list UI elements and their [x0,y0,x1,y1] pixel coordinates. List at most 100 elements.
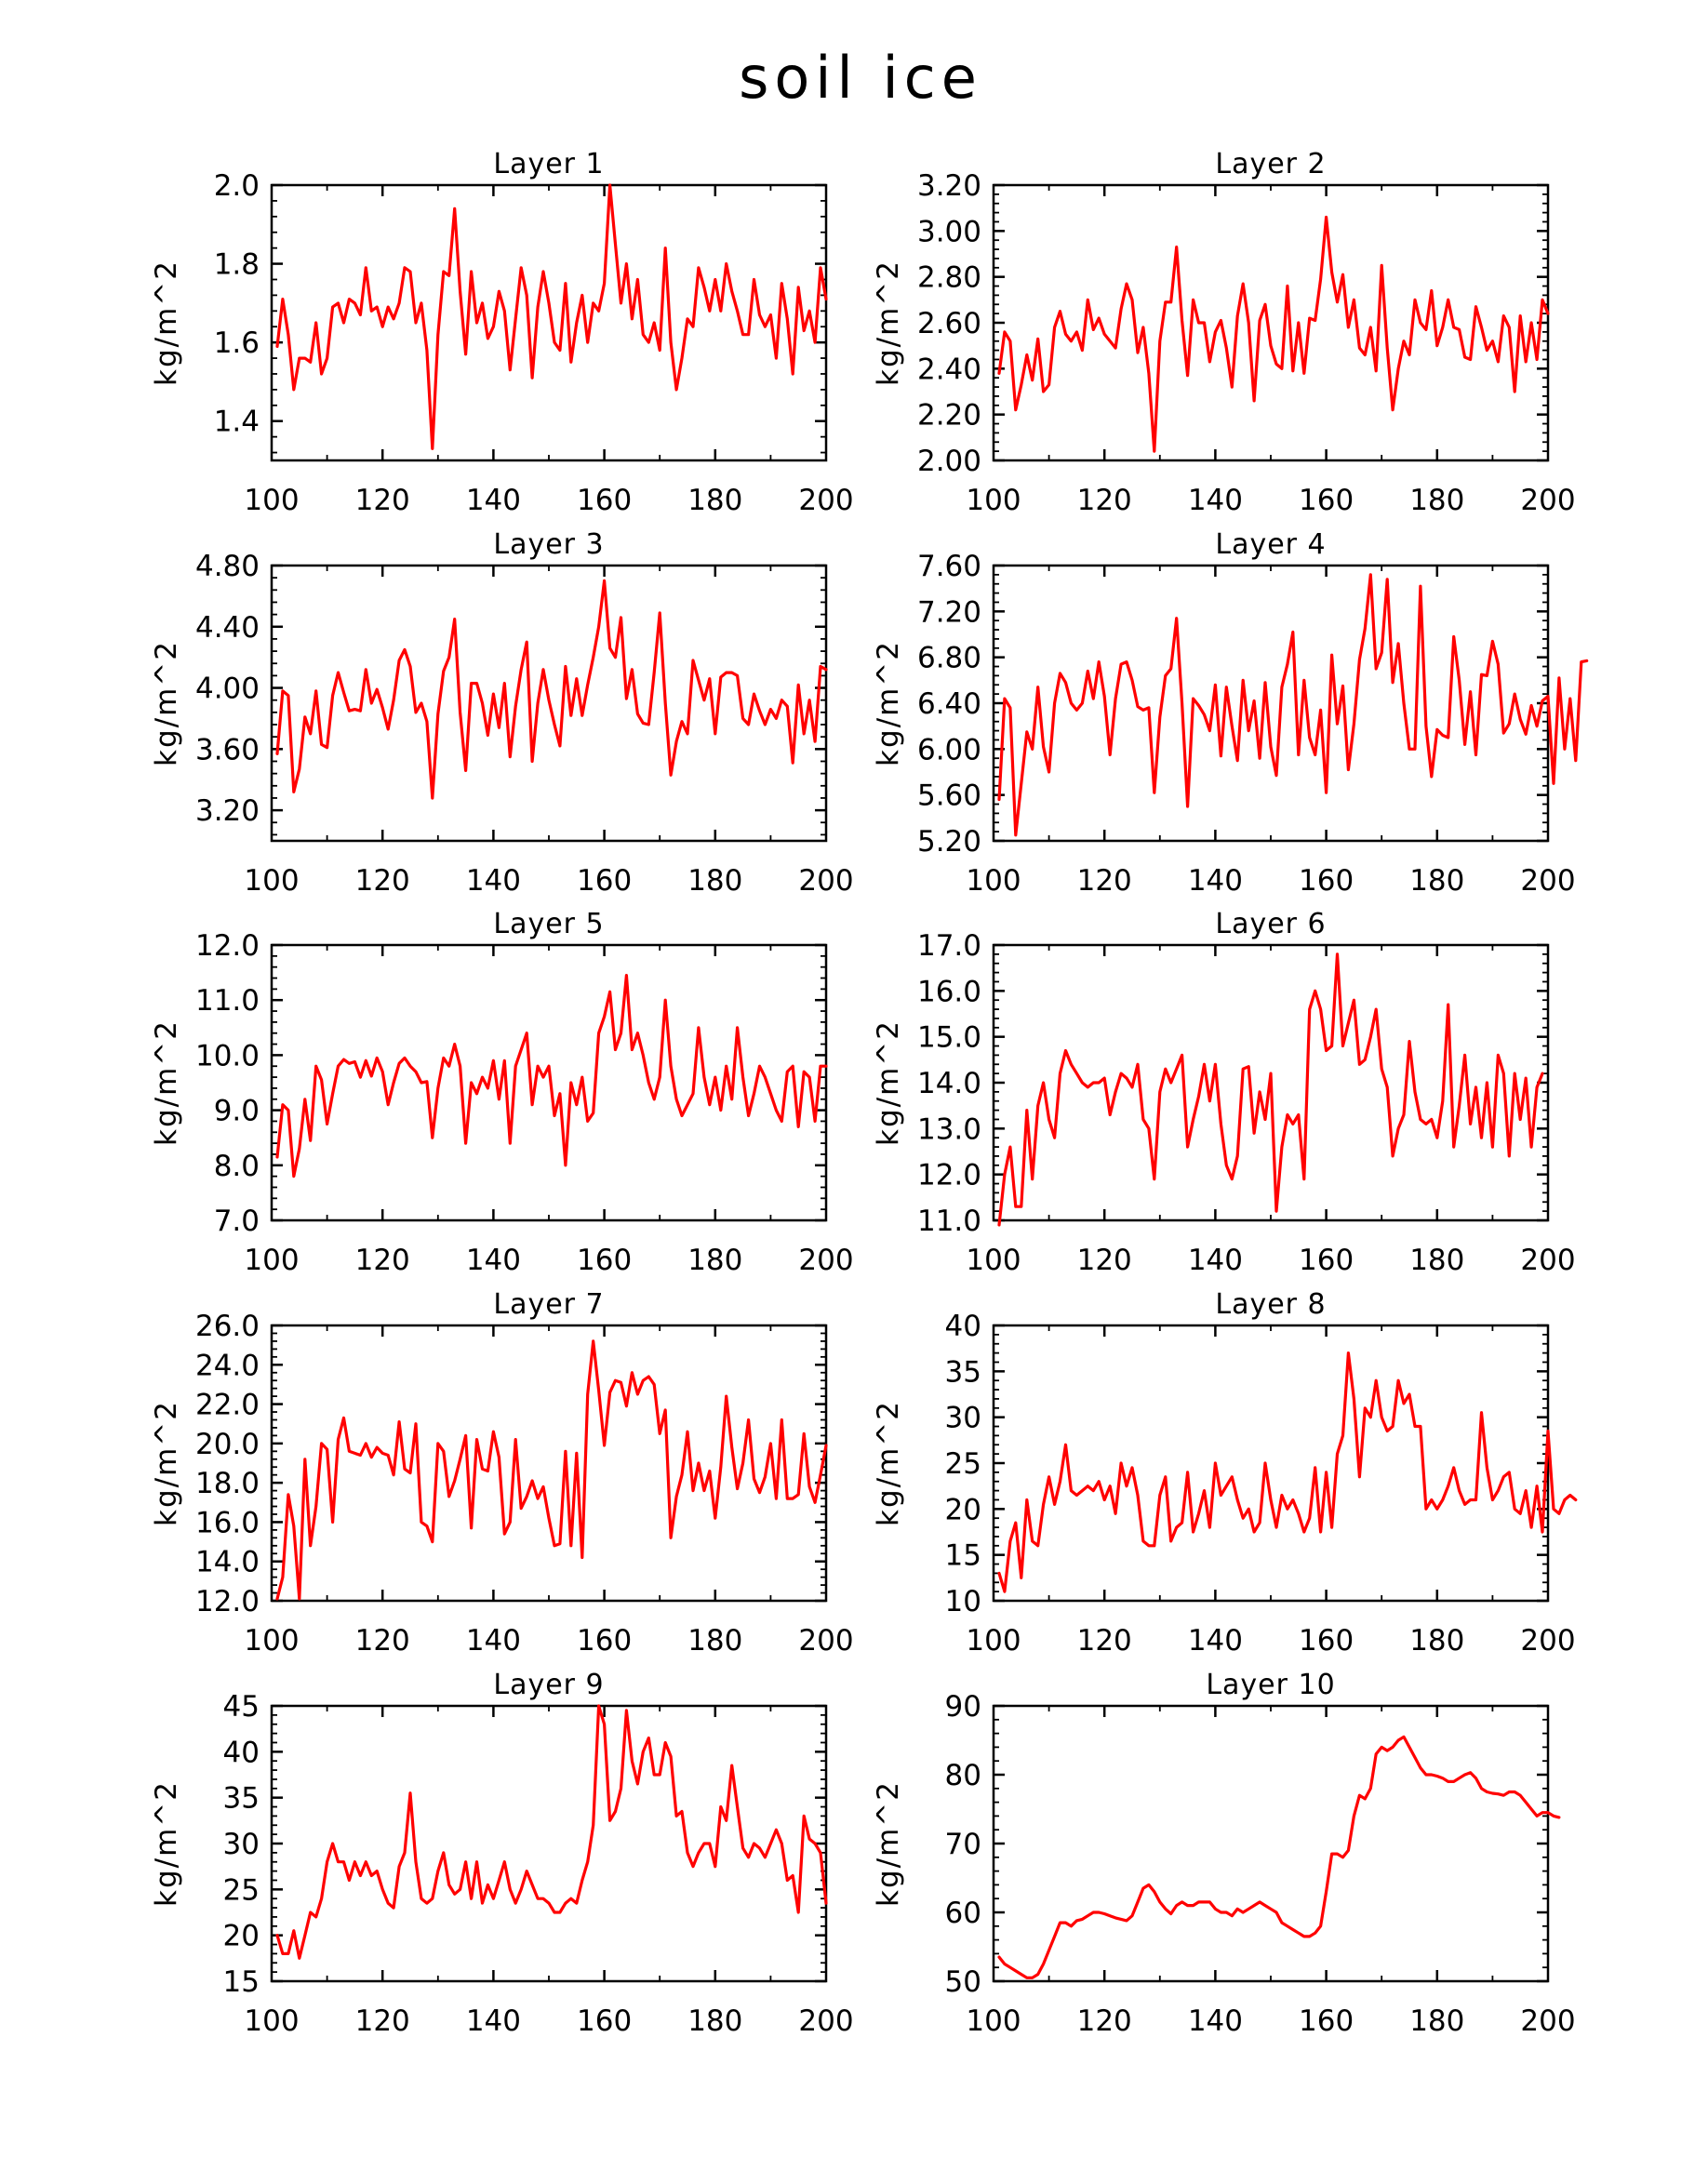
y-tick-label: 18.0 [195,1467,260,1500]
x-tick-label: 180 [687,1624,742,1658]
y-tick-label: 80 [945,1759,981,1792]
series-line [997,573,1589,837]
y-tick-label: 4.00 [195,672,260,706]
x-tick-label: 140 [1188,484,1243,517]
y-tick-label: 12.0 [917,1159,981,1192]
panel-layer-1: Layer 1 kg/m^2 100 120 140 160 180 200 1.4 1.6 1.8… [150,148,854,517]
y-tick-label: 14.0 [917,1067,981,1100]
panel-title: Layer 9 [493,1669,604,1701]
y-tick-label: 2.40 [917,353,981,386]
y-tick-label: 16.0 [195,1506,260,1539]
x-tick-label: 200 [1520,2004,1575,2038]
y-tick-label: 7.20 [917,595,981,629]
panel-title: Layer 2 [1215,148,1326,180]
y-tick-label: 7.60 [917,550,981,583]
x-tick-label: 140 [466,1624,521,1658]
y-tick-label: 11.0 [195,984,260,1018]
x-tick-label: 200 [798,2004,853,2038]
x-tick-label: 180 [1409,2004,1464,2038]
panel-layer-3: Layer 3 kg/m^2 100 120 140 160 180 200 3.20 3.60 4… [150,528,854,898]
panel-layer-2: Layer 2 kg/m^2 100 120 140 160 180 200 2.00 2.20 2… [872,148,1576,517]
x-tick-label: 180 [687,484,742,517]
x-tick-label: 120 [355,1624,410,1658]
x-tick-label: 160 [577,2004,632,2038]
y-tick-label: 15 [223,1965,260,1999]
y-tick-label: 4.40 [195,611,260,645]
y-tick-label: 11.0 [917,1205,981,1238]
figure-title: soil ice [739,44,982,112]
x-tick-label: 140 [1188,864,1243,898]
y-tick-label: 8.0 [214,1150,260,1183]
y-axis-label: kg/m^2 [150,1400,183,1526]
panel-title: Layer 6 [1215,908,1326,940]
y-tick-label: 70 [945,1828,981,1861]
y-tick-label: 20.0 [195,1428,260,1461]
x-tick-label: 100 [966,864,1021,898]
y-tick-label: 5.60 [917,779,981,813]
x-tick-label: 160 [1299,2004,1354,2038]
x-tick-label: 120 [355,864,410,898]
y-tick-label: 60 [945,1897,981,1930]
plot-frame [992,1704,1550,1983]
x-tick-label: 200 [1520,1624,1575,1658]
panel-title: Layer 8 [1215,1288,1326,1321]
y-axis-label: kg/m^2 [872,1019,905,1146]
x-tick-label: 120 [1077,1624,1132,1658]
x-tick-label: 200 [798,484,853,517]
y-axis-label: kg/m^2 [872,260,905,386]
x-tick-label: 100 [244,2004,299,2038]
x-tick-label: 200 [798,864,853,898]
plot-frame [992,564,1550,843]
panel-layer-6: Layer 6 kg/m^2 100 120 140 160 180 200 11.0 12.0 1… [872,908,1576,1277]
x-tick-label: 120 [355,1244,410,1277]
x-tick-label: 200 [798,1624,853,1658]
panel-layer-9: Layer 9 kg/m^2 100 120 140 160 180 200 15 20 25 30 3… [150,1669,854,2038]
y-tick-label: 15 [945,1539,981,1573]
x-tick-label: 160 [577,484,632,517]
x-tick-label: 120 [1077,2004,1132,2038]
panel-layer-5: Layer 5 kg/m^2 100 120 140 160 180 200 7.0 8.0 9.0… [150,908,854,1277]
y-tick-label: 90 [945,1690,981,1724]
x-tick-label: 100 [244,1624,299,1658]
panel-title: Layer 10 [1206,1669,1335,1701]
series-line [275,973,828,1178]
panel-layer-4: Layer 4 kg/m^2 100 120 140 160 180 200 5.20 5.60 6… [872,528,1589,898]
y-tick-label: 1.6 [214,326,260,360]
x-tick-label: 120 [1077,864,1132,898]
x-tick-label: 200 [1520,864,1575,898]
y-tick-label: 3.20 [917,169,981,203]
x-tick-label: 200 [1520,484,1575,517]
y-tick-label: 6.40 [917,687,981,721]
y-tick-label: 24.0 [195,1349,260,1382]
y-tick-label: 3.20 [195,794,260,828]
y-axis-label: kg/m^2 [872,1400,905,1526]
y-tick-label: 2.60 [917,307,981,340]
y-tick-label: 14.0 [195,1546,260,1579]
y-tick-label: 3.00 [917,215,981,248]
x-tick-label: 160 [1299,1624,1354,1658]
panel-layer-7: Layer 7 kg/m^2 100 120 140 160 180 200 12.0 14.0 1… [150,1288,854,1658]
y-tick-label: 2.00 [917,445,981,478]
x-tick-label: 140 [1188,1244,1243,1277]
x-tick-label: 140 [466,484,521,517]
x-tick-label: 120 [355,2004,410,2038]
y-tick-label: 1.4 [214,406,260,439]
y-axis-label: kg/m^2 [150,1019,183,1146]
x-tick-label: 180 [687,1244,742,1277]
x-tick-label: 160 [577,1624,632,1658]
y-tick-label: 1.8 [214,248,260,282]
x-tick-label: 140 [1188,2004,1243,2038]
y-tick-label: 26.0 [195,1310,260,1343]
plot-frame [992,183,1550,462]
y-tick-label: 10 [945,1585,981,1618]
series-line [997,1735,1561,1979]
x-tick-label: 140 [466,2004,521,2038]
y-axis-label: kg/m^2 [150,640,183,766]
panel-grid: Layer 1 kg/m^2 100 120 140 160 180 200 1.4 1.6 1.8… [150,148,1589,2038]
plot-frame [270,183,828,462]
y-tick-label: 16.0 [917,975,981,1008]
y-axis-label: kg/m^2 [872,1780,905,1907]
y-tick-label: 4.80 [195,550,260,583]
y-tick-label: 13.0 [917,1112,981,1146]
y-tick-label: 20 [945,1493,981,1526]
